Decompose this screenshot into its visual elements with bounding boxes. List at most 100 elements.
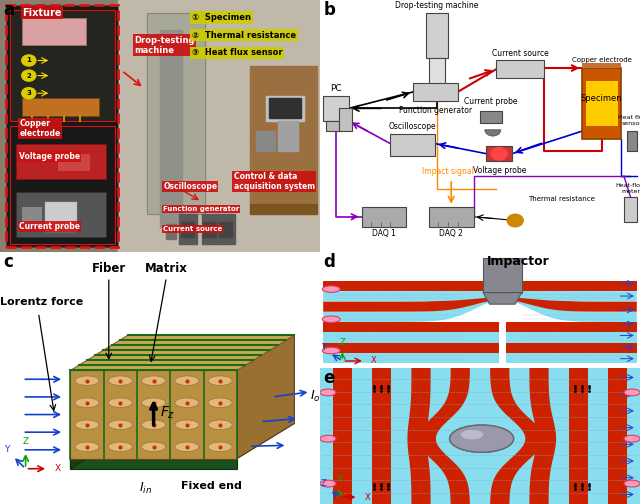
Bar xyxy=(181,222,194,237)
Text: $I_{out}$: $I_{out}$ xyxy=(310,390,331,404)
Bar xyxy=(16,192,106,237)
Text: c: c xyxy=(3,253,13,271)
Circle shape xyxy=(22,55,36,66)
Polygon shape xyxy=(506,290,637,322)
Text: 2: 2 xyxy=(26,73,31,79)
Bar xyxy=(429,207,474,227)
Bar xyxy=(339,108,352,131)
Ellipse shape xyxy=(108,420,132,429)
Polygon shape xyxy=(70,423,294,459)
Text: Copper electrode: Copper electrode xyxy=(572,57,632,63)
Ellipse shape xyxy=(175,420,199,429)
Text: Z: Z xyxy=(22,437,29,446)
Circle shape xyxy=(449,425,514,452)
Text: Fiber: Fiber xyxy=(92,262,126,275)
Ellipse shape xyxy=(108,442,132,452)
Text: DAQ 1: DAQ 1 xyxy=(372,229,396,238)
Bar xyxy=(429,58,445,101)
Polygon shape xyxy=(490,368,545,504)
Bar xyxy=(624,197,637,222)
Circle shape xyxy=(624,480,640,487)
Bar xyxy=(204,222,216,237)
Text: DAQ 2: DAQ 2 xyxy=(439,229,463,238)
Ellipse shape xyxy=(141,420,166,429)
Ellipse shape xyxy=(75,442,99,452)
Polygon shape xyxy=(70,459,237,469)
Bar xyxy=(390,134,435,156)
Polygon shape xyxy=(506,322,637,332)
Polygon shape xyxy=(70,335,294,370)
Text: Impactor: Impactor xyxy=(487,256,550,269)
Bar xyxy=(496,60,544,78)
Polygon shape xyxy=(529,368,556,504)
Circle shape xyxy=(323,347,340,354)
Polygon shape xyxy=(506,281,637,291)
Polygon shape xyxy=(506,333,637,343)
Polygon shape xyxy=(408,368,431,504)
Polygon shape xyxy=(483,292,522,304)
Text: X: X xyxy=(365,493,371,501)
Ellipse shape xyxy=(208,420,232,429)
Text: Thermal resistance: Thermal resistance xyxy=(528,196,595,202)
Circle shape xyxy=(461,430,483,439)
Circle shape xyxy=(624,435,640,442)
Circle shape xyxy=(461,430,483,439)
Polygon shape xyxy=(506,353,637,363)
Bar xyxy=(480,111,502,123)
Text: Z: Z xyxy=(321,479,326,488)
Bar xyxy=(372,368,391,504)
Text: Oscilloscope: Oscilloscope xyxy=(163,182,218,191)
Bar xyxy=(16,144,106,179)
Ellipse shape xyxy=(141,376,166,386)
Polygon shape xyxy=(506,287,637,301)
Bar xyxy=(179,214,197,244)
Bar xyxy=(10,126,115,244)
Text: Drop-testing machine: Drop-testing machine xyxy=(395,1,479,10)
Bar xyxy=(118,0,320,252)
Bar xyxy=(256,131,275,151)
Text: Heat flux
sensor: Heat flux sensor xyxy=(618,115,640,126)
Text: Oscilloscope: Oscilloscope xyxy=(389,122,436,131)
Ellipse shape xyxy=(175,398,199,408)
Bar xyxy=(266,96,304,121)
Text: X: X xyxy=(371,356,377,365)
Text: e: e xyxy=(323,368,335,387)
Text: Y: Y xyxy=(4,445,10,454)
Polygon shape xyxy=(323,290,499,322)
Bar xyxy=(362,207,406,227)
Text: Current source: Current source xyxy=(163,226,223,232)
Text: Voltage probe: Voltage probe xyxy=(472,166,526,175)
Bar xyxy=(627,131,637,151)
Text: Current source: Current source xyxy=(492,49,548,58)
Polygon shape xyxy=(323,281,499,291)
Bar xyxy=(10,10,115,121)
Bar xyxy=(166,224,176,239)
Bar xyxy=(333,368,352,504)
Ellipse shape xyxy=(108,398,132,408)
Bar xyxy=(160,30,182,227)
Bar xyxy=(582,68,621,139)
Text: Copper
electrode: Copper electrode xyxy=(19,119,60,138)
Ellipse shape xyxy=(208,398,232,408)
Text: Lorentz force: Lorentz force xyxy=(0,297,83,307)
Ellipse shape xyxy=(108,376,132,386)
Polygon shape xyxy=(323,322,499,332)
Text: Voltage probe: Voltage probe xyxy=(19,152,81,161)
Bar xyxy=(6,5,118,247)
Polygon shape xyxy=(417,368,470,504)
Ellipse shape xyxy=(208,376,232,386)
Ellipse shape xyxy=(208,442,232,452)
Circle shape xyxy=(22,88,36,99)
Text: Fixture: Fixture xyxy=(22,8,62,18)
Ellipse shape xyxy=(175,442,199,452)
Bar xyxy=(147,13,205,214)
Polygon shape xyxy=(70,370,237,459)
Polygon shape xyxy=(237,335,294,459)
Circle shape xyxy=(624,389,640,396)
Text: a: a xyxy=(3,2,14,19)
Bar xyxy=(147,13,205,214)
Text: Z: Z xyxy=(340,338,345,347)
Text: $F_z$: $F_z$ xyxy=(160,404,175,420)
Bar xyxy=(250,66,317,204)
Bar xyxy=(269,98,301,118)
